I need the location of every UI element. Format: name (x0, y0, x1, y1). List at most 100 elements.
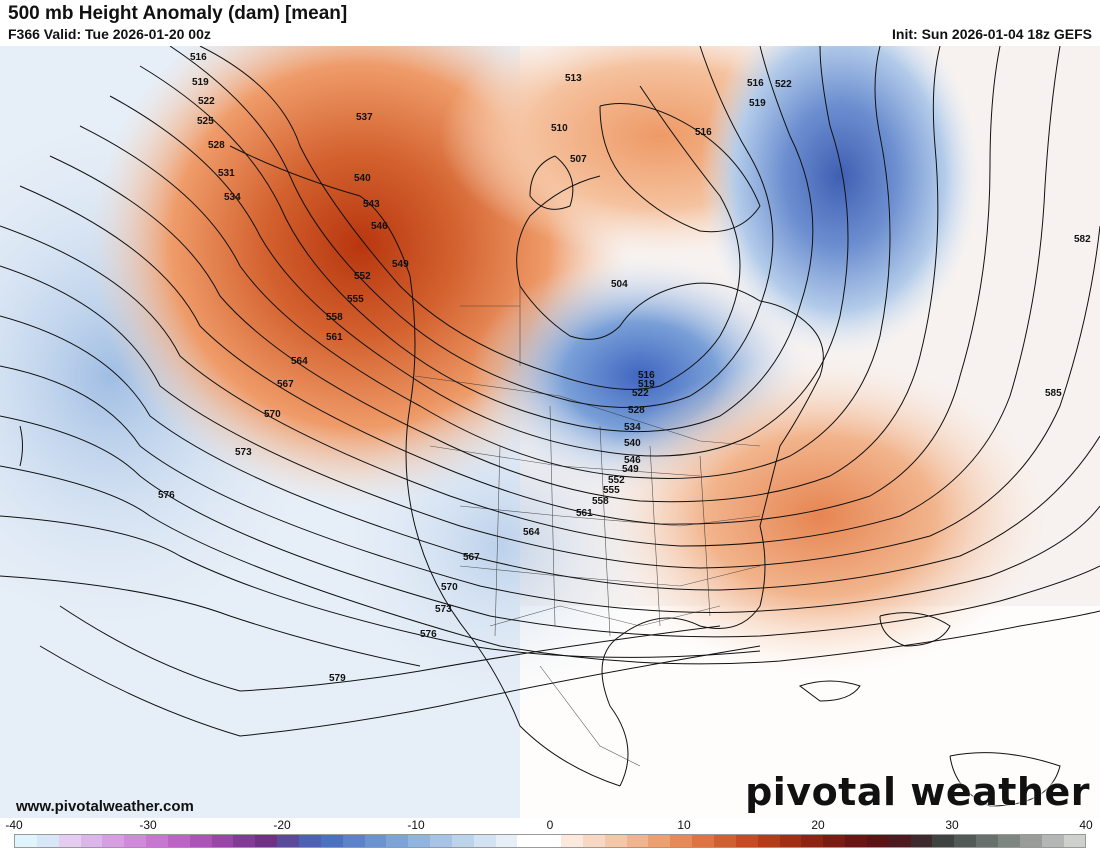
contour-label: 519 (192, 77, 209, 88)
contour-label: 507 (570, 154, 587, 165)
contour-labels: 516 519 522 525 528 531 534 537 540 543 … (158, 52, 1091, 684)
colorbar-swatch (102, 835, 125, 847)
contour-label: 528 (208, 140, 225, 151)
colorbar-tick-label: 0 (546, 818, 554, 832)
contour-label: 576 (420, 629, 437, 640)
colorbar-swatch (298, 835, 321, 847)
contour-label: 540 (624, 438, 641, 449)
political-borders (414, 286, 761, 767)
colorbar-swatch (408, 835, 431, 847)
colorbar-swatch (997, 835, 1020, 847)
website-credit: www.pivotalweather.com (16, 798, 194, 815)
colorbar-swatch (757, 835, 780, 847)
contour-label: 579 (329, 673, 346, 684)
contour-label: 516 (695, 127, 712, 138)
contour-label: 516 (747, 78, 764, 89)
contour-label: 558 (326, 312, 343, 323)
colorbar-swatch (801, 835, 824, 847)
colorbar-swatch (604, 835, 627, 847)
contour-label: 552 (354, 271, 371, 282)
colorbar-swatch (36, 835, 59, 847)
contour-label: 555 (603, 485, 620, 496)
colorbar-swatch (517, 835, 540, 847)
contour-label: 582 (1074, 234, 1091, 245)
contour-label: 528 (628, 405, 645, 416)
colorbar-swatch (561, 835, 583, 847)
colorbar-swatch (735, 835, 758, 847)
colorbar-swatch (277, 835, 299, 847)
contour-label: 558 (592, 496, 609, 507)
colorbar-tick-label: 40 (1079, 818, 1093, 832)
colorbar-swatch (211, 835, 234, 847)
colorbar-swatch (342, 835, 365, 847)
weather-map: 516 519 522 525 528 531 534 537 540 543 … (0, 46, 1100, 818)
colorbar-swatch (233, 835, 256, 847)
map-title: 500 mb Height Anomaly (dam) [mean] (8, 3, 348, 24)
colorbar-swatch (670, 835, 693, 847)
cold-anomaly-baffin (700, 46, 980, 356)
colorbar-swatch (910, 835, 933, 847)
colorbar-strip (14, 834, 1086, 848)
colorbar-swatch (189, 835, 212, 847)
contour-label: 543 (363, 199, 380, 210)
height-contours (0, 46, 1100, 737)
colorbar-tick-label: -30 (139, 818, 157, 832)
contour-label: 513 (565, 73, 582, 84)
contour-label: 576 (158, 490, 175, 501)
colorbar-swatch (167, 835, 190, 847)
colorbar-swatch (823, 835, 846, 847)
colorbar-tick-label: -40 (5, 818, 23, 832)
colorbar-tick-label: -10 (407, 818, 425, 832)
contour-label: 519 (638, 379, 655, 390)
colorbar-swatch (146, 835, 168, 847)
colorbar-swatch (866, 835, 889, 847)
colorbar-swatch (15, 835, 37, 847)
colorbar-swatch (1019, 835, 1042, 847)
contour-label: 555 (347, 294, 364, 305)
contour-label: 561 (326, 332, 343, 343)
colorbar-swatch (124, 835, 147, 847)
colorbar-swatch (430, 835, 452, 847)
map-canvas: 516 519 522 525 528 531 534 537 540 543 … (0, 46, 1100, 818)
contour-label: 546 (624, 455, 641, 466)
colorbar-legend: -40 -30 -20 -10 0 10 20 30 40 (5, 818, 1093, 850)
contour-label: 549 (622, 464, 639, 475)
warm-anomaly-atlantic (590, 356, 1050, 676)
contour-label: 537 (356, 112, 373, 123)
colorbar-swatch (539, 835, 562, 847)
contour-label: 522 (632, 388, 649, 399)
colorbar-swatch (779, 835, 802, 847)
colorbar-tick-label: 20 (811, 818, 825, 832)
colorbar-swatch (364, 835, 387, 847)
colorbar-swatch (80, 835, 103, 847)
colorbar-swatch (954, 835, 977, 847)
valid-time-label: F366 Valid: Tue 2026-01-20 00z (8, 26, 211, 42)
colorbar-swatch (714, 835, 736, 847)
colorbar-swatch (648, 835, 671, 847)
contour-label: 561 (576, 508, 593, 519)
contour-label: 573 (235, 447, 252, 458)
colorbar-tick-label: 30 (945, 818, 959, 832)
colorbar-swatch (320, 835, 343, 847)
colorbar-tick-label: 10 (677, 818, 691, 832)
colorbar-swatch (932, 835, 955, 847)
colorbar-swatch (582, 835, 605, 847)
contour-label: 573 (435, 604, 452, 615)
contour-label: 546 (371, 221, 388, 232)
contour-label: 522 (198, 96, 215, 107)
colorbar-ticks: -40 -30 -20 -10 0 10 20 30 40 (5, 818, 1092, 832)
colorbar-swatch (1063, 835, 1086, 847)
contour-label: 516 (638, 370, 655, 381)
brand-logo: pivotal weather (745, 770, 1090, 814)
contour-label: 567 (277, 379, 294, 390)
coastlines (19, 103, 1061, 807)
colorbar-swatch (1041, 835, 1064, 847)
contour-label: 510 (551, 123, 568, 134)
colorbar-swatch (473, 835, 496, 847)
colorbar-tick-label: -20 (273, 818, 291, 832)
colorbar-swatch (976, 835, 998, 847)
colorbar-swatch (495, 835, 518, 847)
contour-label: 534 (624, 422, 641, 433)
colorbar-swatch (451, 835, 474, 847)
init-time-label: Init: Sun 2026-01-04 18z GEFS (892, 26, 1092, 42)
